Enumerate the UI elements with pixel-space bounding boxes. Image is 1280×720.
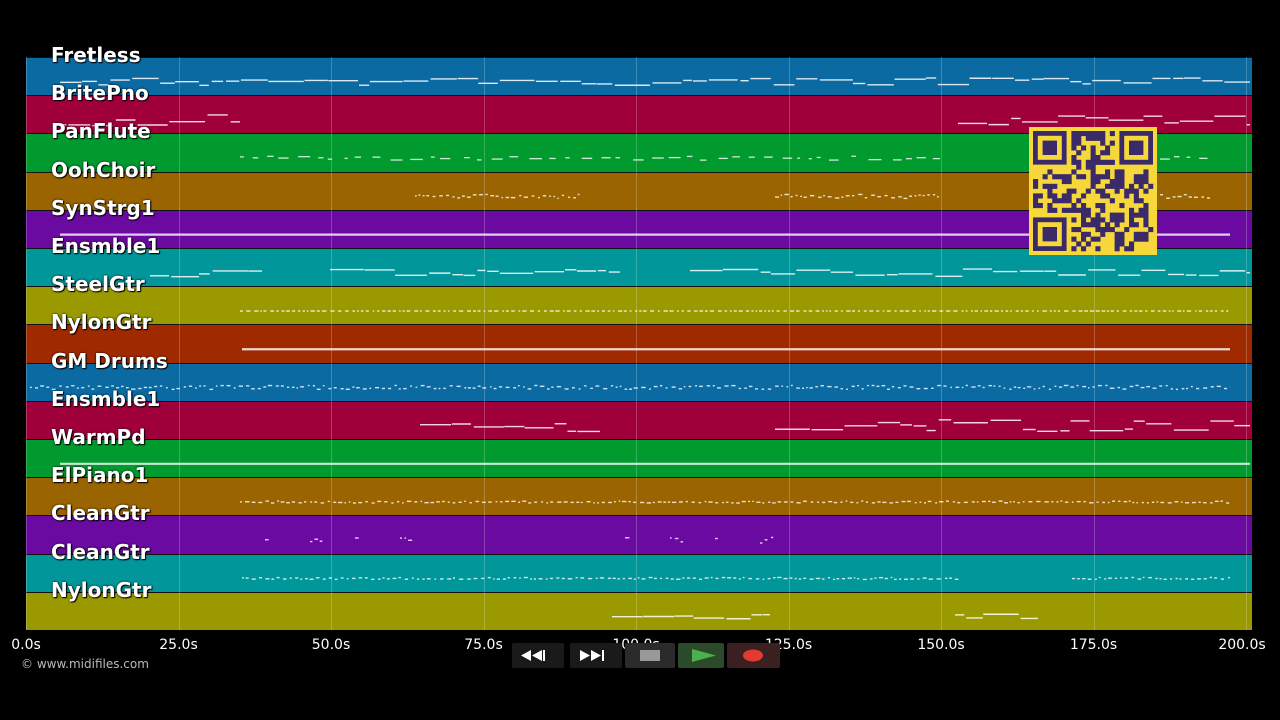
track-lane[interactable] — [26, 57, 1252, 96]
grid-line — [788, 57, 790, 630]
track-lane[interactable] — [26, 553, 1252, 593]
track-name: SteelGtr — [51, 272, 145, 297]
fast-forward-icon — [580, 650, 604, 661]
play-icon — [692, 649, 716, 662]
record-button[interactable] — [727, 643, 780, 668]
track-lane[interactable] — [26, 477, 1252, 516]
track-name: Ensmble1 — [51, 386, 161, 411]
track-name: NylonGtr — [51, 577, 152, 602]
time-tick-label: 150.0s — [917, 637, 965, 653]
track-lane[interactable] — [26, 286, 1252, 325]
track-name: ElPiano1 — [51, 463, 149, 488]
track-name: Ensmble1 — [51, 234, 161, 258]
track-lane[interactable] — [26, 591, 1252, 631]
fast-forward-button[interactable] — [570, 643, 622, 668]
track-lane[interactable] — [26, 439, 1252, 478]
time-tick-label: 25.0s — [159, 637, 198, 653]
track-lane[interactable] — [26, 362, 1252, 402]
rewind-button[interactable] — [512, 643, 564, 668]
grid-line — [178, 57, 180, 630]
grid-line — [1093, 57, 1095, 630]
grid-line — [636, 57, 637, 630]
time-tick-label: 200.0s — [1218, 637, 1266, 653]
record-icon — [743, 649, 763, 662]
track-name: NylonGtr — [51, 310, 152, 335]
track-lane[interactable] — [26, 324, 1252, 364]
rewind-icon — [521, 650, 545, 661]
track-name: PanFlute — [51, 119, 151, 144]
stop-button[interactable] — [625, 643, 675, 668]
play-button[interactable] — [678, 643, 724, 668]
track-name: OohChoir — [51, 157, 156, 182]
track-lane[interactable] — [26, 515, 1252, 555]
track-name: WarmPd — [51, 425, 146, 449]
time-tick-label: 50.0s — [311, 637, 351, 653]
time-tick-label: 175.0s — [1069, 637, 1118, 653]
track-name: SynStrg1 — [51, 195, 155, 220]
grid-line — [331, 57, 332, 630]
stop-icon — [640, 650, 660, 661]
track-name: Fretless — [51, 43, 141, 67]
track-lane[interactable] — [26, 400, 1252, 440]
grid-line — [26, 57, 27, 630]
time-tick-label: 75.0s — [464, 637, 503, 653]
grid-line — [483, 57, 485, 630]
track-name: CleanGtr — [51, 539, 150, 564]
track-name: GM Drums — [51, 348, 168, 373]
track-name: CleanGtr — [51, 501, 150, 526]
copyright-text: © www.midifiles.com — [21, 657, 149, 671]
grid-line — [941, 57, 942, 630]
qr-code-icon[interactable] — [1029, 127, 1157, 255]
time-tick-label: 0.0s — [11, 637, 41, 653]
track-name: BritePno — [51, 81, 149, 106]
grid-line — [1246, 57, 1247, 630]
